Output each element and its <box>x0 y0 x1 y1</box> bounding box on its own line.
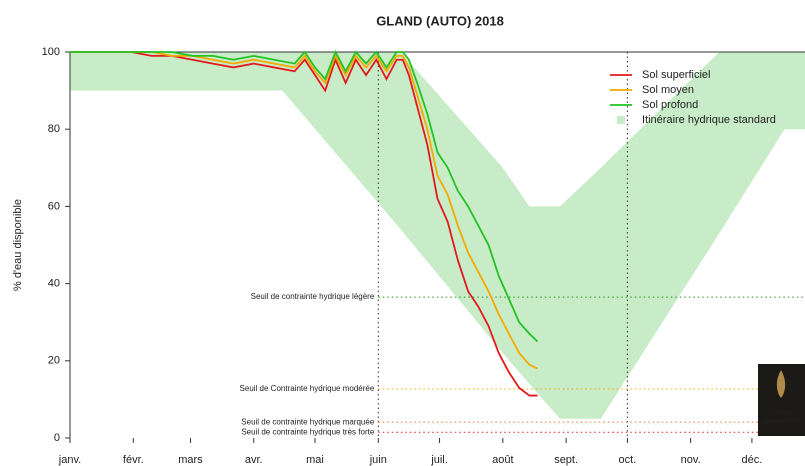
x-tick-label: oct. <box>619 454 637 466</box>
chart-title: GLAND (AUTO) 2018 <box>376 13 504 28</box>
x-tick-label: mars <box>178 454 203 466</box>
x-tick-label: mai <box>306 454 324 466</box>
series-line <box>70 49 539 343</box>
logo-text: COMITÉ <box>769 411 792 418</box>
x-tick-label: juin <box>369 454 387 466</box>
legend-label: Sol superficiel <box>642 69 710 81</box>
y-tick-label: 80 <box>48 123 60 135</box>
threshold-label: Seuil de contrainte hydrique légère <box>251 292 375 301</box>
series-line <box>70 51 538 397</box>
x-tick-label: juil. <box>430 454 448 466</box>
legend-label: Itinéraire hydrique standard <box>642 114 776 126</box>
threshold-label: Seuil de contrainte hydrique marquée <box>241 417 375 426</box>
x-tick-label: févr. <box>123 454 144 466</box>
y-tick-label: 0 <box>54 432 60 444</box>
y-tick-label: 100 <box>42 46 60 58</box>
threshold-label: Seuil de Contrainte hydrique modérée <box>240 384 375 393</box>
y-tick-label: 60 <box>48 200 60 212</box>
x-tick-label: déc. <box>742 454 763 466</box>
y-axis-label: % d'eau disponible <box>12 199 24 291</box>
x-tick-label: nov. <box>681 454 701 466</box>
x-tick-label: avr. <box>245 454 263 466</box>
legend-label: Sol profond <box>642 99 698 111</box>
logo-mark <box>776 370 786 398</box>
x-tick-label: août <box>492 454 513 466</box>
logo-text: CHAMPAGNE <box>762 420 800 426</box>
y-tick-label: 20 <box>48 355 60 367</box>
x-tick-label: janv. <box>58 454 81 466</box>
legend-swatch <box>617 116 625 124</box>
y-tick-label: 40 <box>48 278 60 290</box>
x-tick-label: sept. <box>554 454 578 466</box>
standard-band <box>70 52 805 419</box>
legend-label: Sol moyen <box>642 84 694 96</box>
threshold-label: Seuil de contrainte hydrique très forte <box>241 427 375 436</box>
